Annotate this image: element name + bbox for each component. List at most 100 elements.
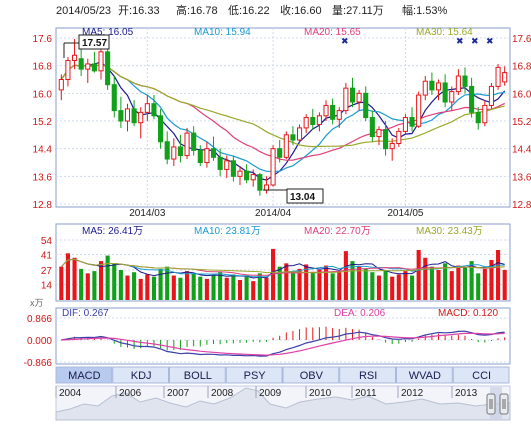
volume-bar — [271, 248, 276, 300]
candle — [217, 148, 223, 177]
price-y-axis-right: 17.6 16.8 16.0 15.2 14.4 13.6 12.8 — [512, 34, 531, 211]
candle-body — [111, 84, 117, 112]
timeline-left-handle[interactable] — [486, 393, 496, 415]
candle — [323, 100, 329, 121]
candle — [303, 114, 309, 134]
candle — [283, 131, 289, 160]
star-markers: ✖ ✖ ✖ ✖ — [341, 36, 494, 46]
candle-body — [383, 129, 389, 150]
volume-bar — [251, 281, 256, 300]
volume-bar — [363, 268, 368, 300]
candle-body — [363, 92, 369, 119]
candle — [224, 155, 230, 179]
candle-body — [343, 87, 349, 112]
candle-body — [310, 117, 316, 125]
volume-ma5-line — [60, 258, 505, 279]
tab-cci[interactable]: CCI — [452, 366, 510, 384]
candle-body — [217, 156, 223, 170]
candle — [184, 127, 190, 160]
candle — [158, 108, 164, 149]
candle — [442, 74, 448, 108]
candle-body — [290, 134, 296, 141]
price-x-tick: 2014/04 — [255, 208, 292, 219]
timeline-right-handle[interactable] — [499, 393, 509, 415]
candle-body — [409, 117, 415, 127]
tab-obv[interactable]: OBV — [282, 366, 340, 384]
volume-bar — [184, 271, 190, 300]
candle-body — [263, 184, 270, 191]
ma10-line — [60, 63, 505, 172]
candle — [191, 126, 197, 156]
volume-bar — [323, 265, 329, 300]
candle-body — [118, 110, 124, 122]
tab-background — [169, 366, 226, 384]
candle-body — [416, 94, 422, 127]
timeline-year-label: 2006 — [119, 388, 142, 399]
volume-bar — [264, 277, 269, 300]
candle — [482, 100, 488, 127]
volume-bar — [112, 263, 117, 300]
volume-bar — [72, 257, 77, 300]
volume-bar — [403, 271, 408, 300]
volume-bar — [158, 268, 163, 300]
candle-body — [435, 82, 442, 91]
price-x-tick: 2014/05 — [387, 208, 424, 219]
volume-bar — [237, 280, 243, 300]
max-price-annotation: 17.57 — [63, 34, 110, 58]
candle — [369, 110, 375, 142]
candle — [58, 74, 64, 101]
tab-kdj[interactable]: KDJ — [112, 366, 169, 384]
candle-body — [396, 130, 402, 144]
macd-value-label: MACD: 0.120 — [438, 308, 498, 319]
candle — [105, 43, 111, 90]
candle-body — [316, 115, 322, 125]
candle — [495, 63, 501, 90]
candle — [469, 77, 475, 118]
candle-body — [131, 108, 137, 124]
volume-bar — [105, 255, 110, 300]
candle-body — [151, 103, 157, 117]
candle-body — [462, 75, 468, 87]
candle — [257, 172, 263, 196]
candle — [204, 141, 210, 168]
header-close: 收:16.60 — [280, 3, 322, 17]
macd-panel-frame — [55, 307, 511, 365]
tab-boll[interactable]: BOLL — [169, 366, 226, 384]
candle — [336, 107, 342, 128]
volume-bar — [456, 265, 461, 300]
candle-body — [164, 141, 170, 160]
candle — [197, 145, 203, 166]
volume-bar — [198, 276, 203, 300]
candle — [237, 165, 243, 185]
candle — [402, 114, 408, 135]
volume-bar — [98, 261, 104, 300]
volume-y-tick: 54 — [41, 236, 53, 247]
candle — [389, 138, 395, 161]
candle — [244, 164, 250, 184]
volume-bar — [132, 272, 137, 300]
candle — [416, 91, 422, 128]
volume-bar — [125, 275, 130, 300]
volume-y-tick: 27 — [41, 266, 53, 277]
candle — [296, 124, 303, 144]
candle — [177, 134, 183, 163]
candle-body — [138, 111, 144, 124]
header-change: 幅:1.53% — [402, 4, 447, 17]
candle — [65, 57, 71, 87]
candle-body — [78, 58, 84, 70]
candle-body — [158, 115, 164, 143]
price-y-tick-right: 15.2 — [512, 117, 531, 128]
candle — [164, 131, 170, 165]
candle — [111, 76, 117, 118]
tab-psy[interactable]: PSY — [225, 366, 283, 384]
tab-macd[interactable]: MACD — [55, 366, 113, 384]
tab-wvad[interactable]: WVAD — [396, 366, 453, 384]
candle-body — [296, 127, 303, 141]
price-y-tick-left: 13.6 — [33, 172, 53, 183]
tab-rsi[interactable]: RSI — [339, 366, 396, 384]
timeline-year-label: 2012 — [401, 388, 424, 399]
volume-bar — [290, 271, 295, 300]
volume-bar — [396, 274, 401, 300]
candle — [230, 155, 236, 182]
